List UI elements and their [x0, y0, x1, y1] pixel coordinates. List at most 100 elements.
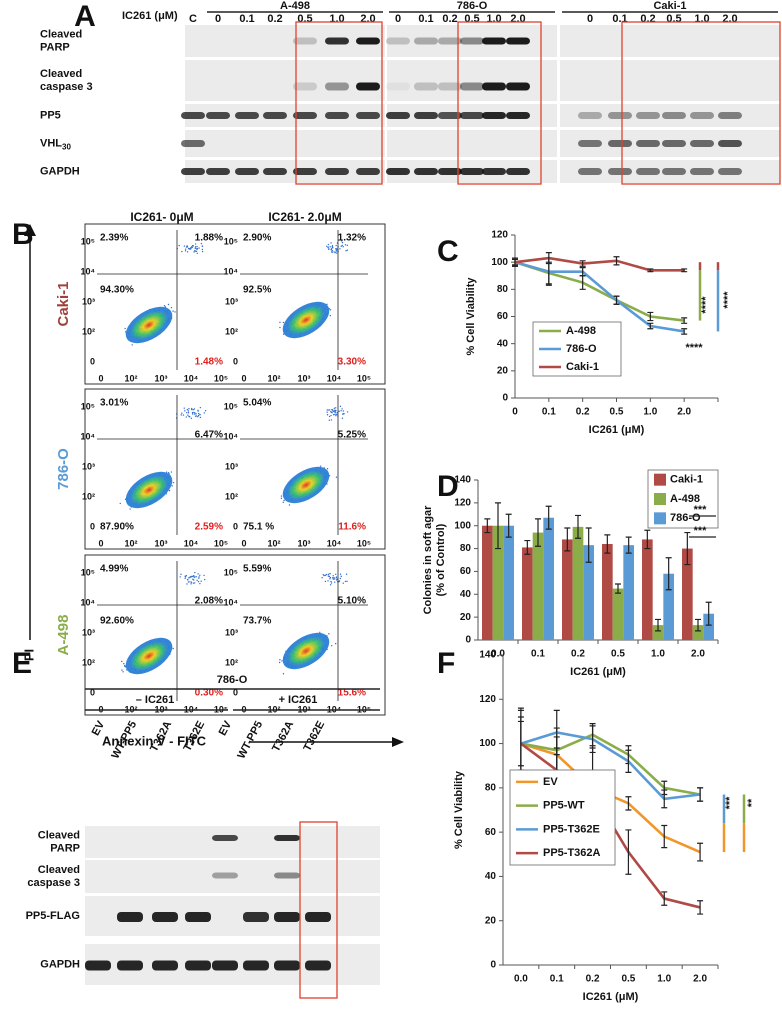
y-axis-title: % Cell Viability	[465, 277, 477, 356]
blot-strip	[560, 104, 780, 127]
highlight-box	[621, 21, 781, 185]
event-dot	[191, 408, 193, 411]
x-tick-label: 0.5	[621, 974, 635, 985]
density-core	[282, 632, 330, 670]
bar	[682, 548, 693, 640]
y-tick-label: 10²	[82, 326, 95, 336]
legend-label: EV	[543, 776, 558, 788]
event-dot	[288, 504, 291, 506]
quadrant-lr: 2.59%	[195, 522, 223, 533]
event-dot	[329, 584, 332, 586]
event-dot	[331, 251, 333, 254]
event-dot	[340, 575, 342, 578]
y-tick-label: 10²	[225, 326, 238, 336]
error-bar	[604, 534, 611, 554]
error-bar	[585, 527, 592, 563]
event-dot	[335, 577, 337, 579]
blot-band	[386, 37, 410, 45]
x-tick-label: 0.5	[611, 649, 625, 660]
row-label: GAPDH	[40, 958, 80, 970]
y-axis-title: % Cell Viability	[453, 770, 465, 849]
density-core	[125, 471, 173, 509]
event-dot	[194, 243, 197, 245]
event-dot	[330, 411, 332, 413]
x-tick-label: 0	[98, 538, 103, 548]
y-tick-label: 10⁴	[81, 597, 95, 607]
error-bar	[647, 268, 654, 273]
annotation: **	[746, 798, 758, 807]
event-dot	[326, 245, 328, 247]
event-dot	[331, 577, 334, 579]
blot-band	[506, 37, 530, 45]
event-dot	[195, 415, 198, 417]
row-label: Caki-1	[55, 281, 72, 326]
event-dot	[336, 413, 338, 416]
event-dot	[124, 327, 126, 330]
event-dot	[324, 580, 327, 583]
blot-band	[718, 168, 742, 175]
blot-strip	[185, 130, 385, 157]
bar	[623, 545, 634, 640]
blot-band	[386, 112, 410, 119]
group-name: A-498	[280, 0, 310, 12]
event-dot	[200, 580, 202, 582]
x-tick-label: 10⁴	[184, 538, 198, 548]
blot-band	[206, 112, 230, 119]
event-dot	[333, 407, 336, 410]
error-bar	[625, 829, 632, 875]
blot-band	[293, 82, 317, 91]
y-tick-label: 100	[454, 520, 471, 531]
event-dot	[129, 508, 131, 510]
event-dot	[203, 574, 205, 577]
lane-label: 0.5	[297, 13, 312, 25]
x-tick-label: 10³	[297, 373, 310, 383]
blot-band	[506, 82, 530, 91]
condition: – IC261	[136, 694, 175, 706]
event-dot	[279, 326, 281, 329]
event-dot	[188, 416, 191, 418]
event-dot	[342, 410, 345, 412]
blot-band	[305, 960, 331, 971]
y-tick-label: 40	[460, 589, 472, 600]
row-label: A-498	[55, 615, 72, 656]
blot-band	[608, 112, 632, 119]
event-dot	[345, 573, 348, 575]
lane-label: 2.0	[360, 13, 375, 25]
x-tick-label: 2.0	[677, 407, 691, 418]
event-dot	[183, 407, 185, 409]
event-dot	[194, 571, 196, 574]
blot-band	[356, 112, 380, 119]
blot-strip	[85, 826, 380, 858]
y-tick-label: 10²	[225, 491, 238, 501]
event-dot	[329, 573, 331, 575]
event-dot	[326, 468, 329, 470]
event-dot	[281, 660, 283, 662]
event-dot	[192, 578, 194, 580]
event-dot	[192, 409, 194, 411]
x-tick-label: 0	[241, 373, 246, 383]
event-dot	[197, 416, 199, 418]
y-tick-label: 0	[90, 356, 95, 366]
event-dot	[332, 413, 335, 416]
event-dot	[328, 415, 331, 418]
quadrant-ll: 73.7%	[243, 616, 271, 627]
x-tick-label: 10³	[154, 373, 167, 383]
blot-strip	[185, 60, 385, 101]
event-dot	[193, 251, 195, 253]
event-dot	[329, 246, 331, 248]
event-dot	[339, 405, 342, 408]
error-bar	[484, 518, 491, 534]
x-arrowhead	[392, 737, 404, 747]
event-dot	[329, 578, 331, 580]
y-tick-label: 40	[485, 871, 497, 882]
blot-band	[506, 112, 530, 119]
annotation: ***	[694, 504, 708, 516]
y-tick-label: 100	[491, 257, 508, 268]
event-dot	[181, 412, 183, 414]
event-dot	[344, 580, 347, 583]
event-dot	[184, 250, 187, 252]
event-dot	[331, 408, 333, 411]
y-tick-label: 120	[454, 497, 471, 508]
event-dot	[333, 578, 336, 580]
